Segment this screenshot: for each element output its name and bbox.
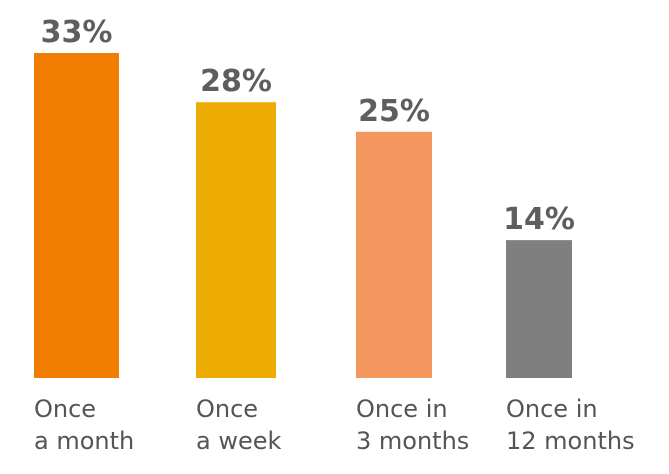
category-label-line: Once in bbox=[506, 395, 598, 423]
category-label-line: Once bbox=[34, 395, 96, 423]
bar-3 bbox=[356, 131, 432, 378]
value-labels-group: 33% 28% 25% 14% bbox=[41, 15, 575, 237]
bars-group bbox=[34, 53, 572, 378]
category-label-line: a month bbox=[34, 427, 134, 455]
category-label-2: Once a week bbox=[196, 395, 281, 455]
bar-1 bbox=[34, 53, 119, 378]
category-label-3: Once in 3 months bbox=[356, 395, 469, 455]
category-label-line: 3 months bbox=[356, 427, 469, 455]
category-label-line: Once bbox=[196, 395, 258, 423]
category-label-4: Once in 12 months bbox=[506, 395, 635, 455]
category-label-line: a week bbox=[196, 427, 281, 455]
value-label-4: 14% bbox=[503, 202, 575, 237]
category-label-1: Once a month bbox=[34, 395, 134, 455]
category-label-line: 12 months bbox=[506, 427, 635, 455]
bar-2 bbox=[196, 102, 276, 378]
bar-4 bbox=[506, 240, 572, 378]
value-label-1: 33% bbox=[41, 15, 113, 50]
category-label-line: Once in bbox=[356, 395, 448, 423]
value-label-2: 28% bbox=[200, 64, 272, 99]
value-label-3: 25% bbox=[358, 94, 430, 129]
